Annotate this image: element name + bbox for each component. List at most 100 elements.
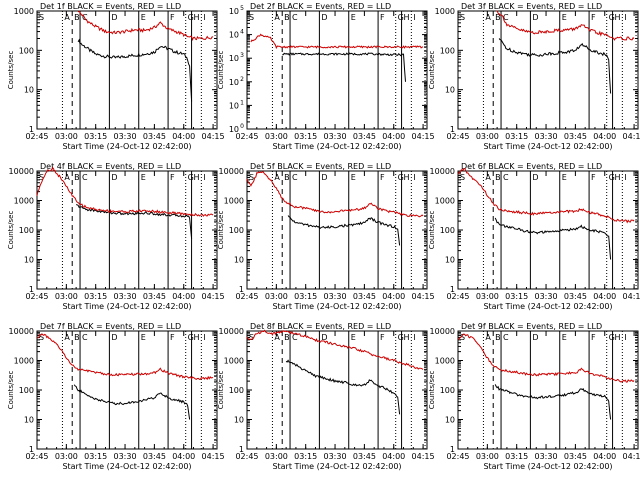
marker-label: B bbox=[495, 13, 501, 22]
x-tick-label: 03:45 bbox=[143, 452, 166, 461]
marker-label: S bbox=[39, 333, 44, 342]
series-line-lld bbox=[457, 333, 635, 383]
marker-label: C bbox=[292, 333, 298, 342]
marker-label: I bbox=[203, 173, 205, 182]
y-tick-label-exp: 2 bbox=[240, 76, 244, 83]
x-tick-label: 02:45 bbox=[235, 132, 258, 141]
x-tick-label: 04:15 bbox=[623, 132, 640, 141]
y-tick-label: 10 bbox=[234, 256, 244, 265]
y-tick-label: 100 bbox=[440, 46, 455, 55]
series-line-lld bbox=[246, 170, 424, 218]
marker-label: A bbox=[485, 333, 491, 342]
x-tick-label: 03:45 bbox=[353, 292, 376, 301]
series-line-events bbox=[285, 359, 401, 415]
y-tick-label: 10 bbox=[229, 125, 239, 134]
marker-label: B bbox=[74, 173, 80, 182]
y-tick-label-exp: 0 bbox=[240, 123, 244, 130]
chart-title: Det 5f BLACK = Events, RED = LLD bbox=[250, 162, 391, 171]
marker-label: E bbox=[351, 13, 356, 22]
y-axis-label: Counts/sec bbox=[7, 371, 15, 410]
x-axis-label: Start Time (24-Oct-12 02:42:00) bbox=[272, 142, 401, 151]
x-tick-label: 03:45 bbox=[143, 292, 166, 301]
y-axis-label: Counts/sec bbox=[428, 371, 436, 410]
marker-label: I bbox=[413, 13, 415, 22]
y-tick-label: 1 bbox=[29, 285, 34, 294]
y-axis-label: Counts/sec bbox=[217, 211, 225, 250]
x-tick-label: 04:15 bbox=[202, 452, 225, 461]
marker-label: D bbox=[321, 13, 327, 22]
x-tick-label: 03:45 bbox=[143, 132, 166, 141]
series-line-events bbox=[73, 384, 191, 420]
plot-frame bbox=[246, 330, 428, 450]
marker-label: S bbox=[460, 333, 465, 342]
y-tick-label: 100 bbox=[19, 226, 34, 235]
marker-label: F bbox=[380, 173, 385, 182]
y-tick-label: 10 bbox=[229, 101, 239, 110]
y-tick-label: 1000 bbox=[14, 7, 34, 16]
marker-label: C bbox=[82, 13, 88, 22]
marker-label: C bbox=[292, 173, 298, 182]
x-tick-label: 04:15 bbox=[412, 132, 435, 141]
series-line-events bbox=[287, 215, 401, 246]
x-tick-label: 03:45 bbox=[564, 452, 587, 461]
x-tick-label: 03:45 bbox=[353, 132, 376, 141]
y-tick-label: 100 bbox=[229, 226, 244, 235]
y-tick-label-exp: 4 bbox=[240, 29, 244, 36]
marker-label: B bbox=[495, 333, 501, 342]
x-tick-label: 04:00 bbox=[382, 132, 405, 141]
marker-label: E bbox=[351, 333, 356, 342]
marker-label: D bbox=[321, 173, 327, 182]
x-tick-label: 03:30 bbox=[114, 292, 137, 301]
x-tick-label: 03:15 bbox=[505, 132, 528, 141]
chart-title: Det 7f BLACK = Events, RED = LLD bbox=[40, 322, 181, 331]
y-tick-label: 1000 bbox=[435, 7, 455, 16]
marker-label: H bbox=[404, 173, 410, 182]
plot-frame bbox=[246, 10, 428, 130]
x-tick-label: 03:15 bbox=[84, 452, 107, 461]
chart-panel-5: S A B C D E F G H I 1 10 100 1000 10000 02:45 03:00 03:15… bbox=[217, 162, 435, 311]
marker-label: F bbox=[380, 13, 385, 22]
x-tick-label: 03:00 bbox=[476, 292, 499, 301]
x-tick-label: 03:15 bbox=[294, 452, 317, 461]
marker-label: S bbox=[460, 173, 465, 182]
series-line-lld bbox=[496, 10, 635, 41]
plot-frame bbox=[246, 170, 428, 290]
chart-panel-4: S A B C D E F G H I 1 10 100 1000 10000 02:45 03:00 03:15… bbox=[7, 162, 225, 311]
marker-label: G bbox=[398, 173, 404, 182]
y-tick-label: 100 bbox=[19, 386, 34, 395]
marker-label: C bbox=[503, 13, 509, 22]
marker-label: E bbox=[562, 173, 567, 182]
marker-label: I bbox=[203, 333, 205, 342]
y-tick-label: 1000 bbox=[435, 357, 455, 366]
y-axis-label: Counts/sec bbox=[217, 371, 225, 410]
plot-frame bbox=[457, 330, 639, 450]
x-tick-label: 04:15 bbox=[412, 452, 435, 461]
marker-label: C bbox=[503, 333, 509, 342]
plot-frame bbox=[36, 170, 218, 290]
marker-label: I bbox=[203, 13, 205, 22]
x-tick-label: 03:00 bbox=[55, 132, 78, 141]
y-tick-label: 10 bbox=[445, 416, 455, 425]
y-tick-label: 10 bbox=[229, 31, 239, 40]
x-tick-label: 02:45 bbox=[25, 292, 48, 301]
marker-label: B bbox=[284, 13, 290, 22]
y-tick-label: 1 bbox=[450, 285, 455, 294]
marker-label: A bbox=[274, 173, 280, 182]
marker-label: A bbox=[64, 333, 70, 342]
marker-label: D bbox=[532, 13, 538, 22]
marker-label: A bbox=[274, 13, 280, 22]
marker-label: E bbox=[562, 13, 567, 22]
y-tick-label: 100 bbox=[440, 226, 455, 235]
chart-title: Det 6f BLACK = Events, RED = LLD bbox=[461, 162, 602, 171]
marker-label: A bbox=[485, 13, 491, 22]
marker-label: C bbox=[82, 333, 88, 342]
y-tick-label: 10 bbox=[234, 416, 244, 425]
x-tick-label: 04:15 bbox=[623, 292, 640, 301]
y-tick-label-exp: 5 bbox=[240, 5, 244, 12]
x-tick-label: 03:00 bbox=[55, 292, 78, 301]
chart-panel-3: S A B C D E F G H I 1 10 100 1000 02:45 03:00 03:15 03:30… bbox=[428, 2, 640, 151]
y-tick-label: 10 bbox=[229, 54, 239, 63]
marker-label: H bbox=[615, 333, 621, 342]
marker-label: F bbox=[380, 333, 385, 342]
